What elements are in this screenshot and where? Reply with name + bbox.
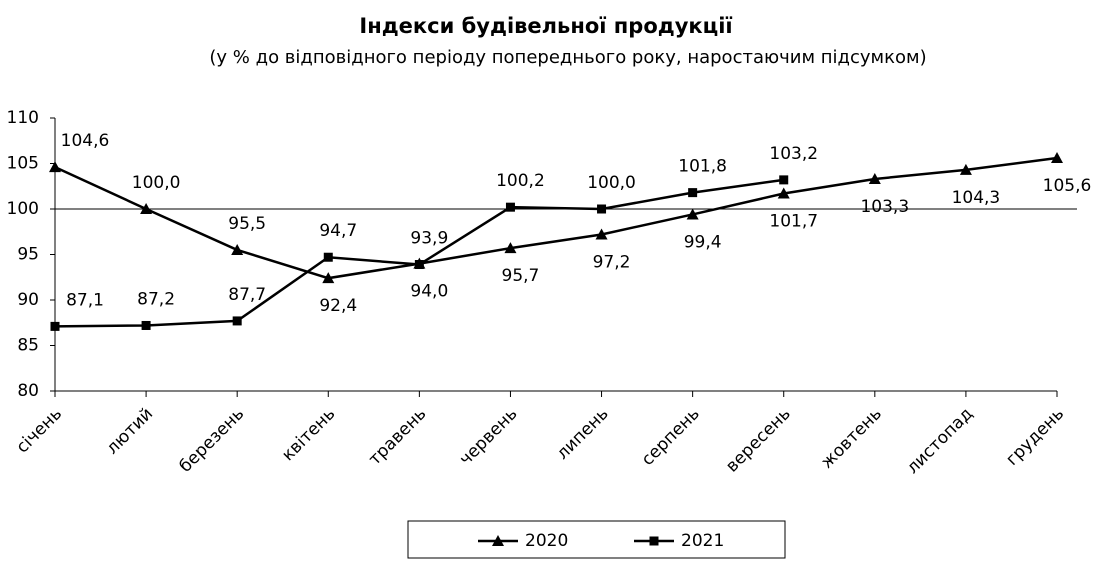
marker [779,175,789,185]
data-label: 87,7 [228,285,266,305]
x-tick-label: березень [176,404,249,477]
y-tick-label: 110 [7,108,39,128]
x-tick-label: травень [365,404,431,470]
marker [322,272,335,284]
chart-subtitle: (у % до відповідного періоду попередньог… [209,47,926,68]
data-label: 97,2 [593,252,631,272]
marker [777,187,790,199]
x-tick-label: червень [456,404,522,470]
marker [649,536,659,546]
x-tick-label: лютий [103,404,158,459]
data-label: 87,2 [137,289,175,309]
marker [868,172,881,184]
data-label: 95,5 [228,214,266,234]
data-label: 87,1 [66,290,104,310]
data-label: 100,0 [587,173,636,193]
marker [323,252,333,262]
marker [141,320,151,330]
data-label: 104,6 [61,131,110,151]
y-tick-label: 105 [7,154,39,174]
data-label: 94,0 [410,282,448,302]
y-tick-label: 90 [17,290,39,310]
x-tick-label: листопад [903,404,977,478]
marker [140,203,153,214]
marker [231,243,244,255]
data-label: 103,3 [860,197,909,217]
marker [492,535,504,546]
data-label: 100,2 [496,171,545,191]
y-tick-label: 100 [7,199,39,219]
marker [1051,152,1063,164]
marker [688,188,698,198]
series-line [54,156,1058,280]
data-label: 99,4 [684,232,722,252]
x-tick-label: квітень [278,404,339,465]
marker [232,316,242,326]
marker [49,161,61,173]
y-tick-label: 85 [17,336,39,356]
x-tick-label: січень [13,404,67,458]
x-tick-label: серпень [638,404,704,470]
marker [597,204,607,214]
x-tick-label: липень [553,404,613,464]
x-tick-label: жовтень [817,404,886,473]
legend-label: 2020 [525,531,568,551]
data-label: 95,7 [502,266,540,286]
marker [414,260,424,270]
data-label: 100,0 [132,173,181,193]
data-label: 92,4 [319,296,357,316]
x-tick-label: грудень [1002,404,1068,470]
marker [50,321,60,331]
legend-box [407,520,786,559]
marker [959,163,972,175]
data-label: 94,7 [319,221,357,241]
data-label: 93,9 [410,229,448,249]
y-tick-label: 95 [17,245,39,265]
legend-label: 2021 [681,531,724,551]
marker [505,202,515,212]
data-label: 101,7 [769,212,818,232]
marker [595,228,608,240]
marker [504,242,517,254]
data-label: 101,8 [678,157,727,177]
data-label: 105,6 [1043,176,1092,196]
x-tick-label: вересень [722,404,795,477]
marker [686,208,699,220]
chart-title: Індекси будівельної продукції [359,14,732,38]
y-tick-label: 80 [17,381,39,401]
data-label: 103,2 [769,144,818,164]
data-label: 104,3 [952,188,1001,208]
